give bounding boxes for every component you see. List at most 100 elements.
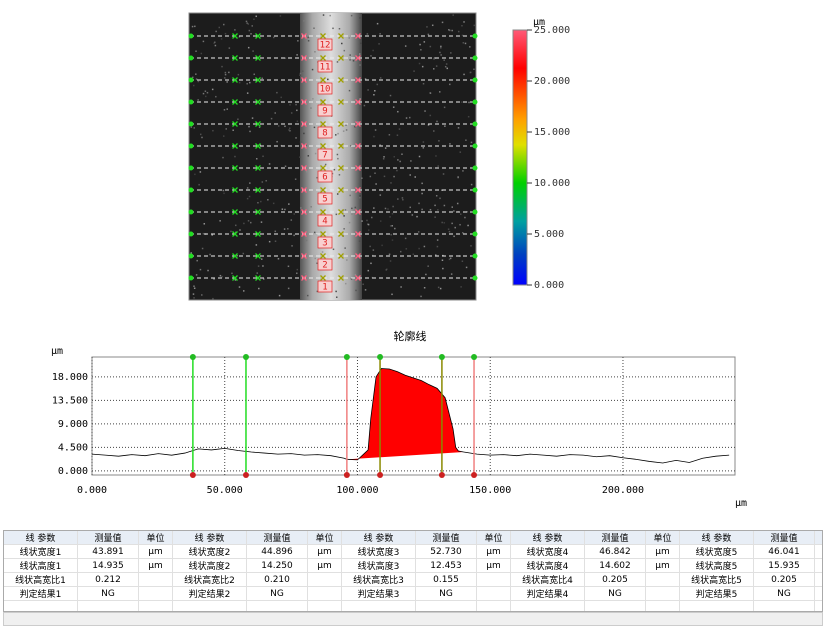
table-row: 判定结果1 NG 判定结果2 NG 判定结果3 NG 判定结果4 NG 判定结果5 NG [4, 586, 822, 601]
speck [199, 133, 202, 136]
table-cell: NG [753, 586, 815, 601]
speck [393, 175, 395, 178]
speck [239, 229, 241, 231]
speck [454, 226, 456, 229]
speck [213, 278, 215, 280]
speck [363, 104, 366, 107]
speck [257, 201, 259, 204]
speck [287, 265, 290, 268]
x-marker [320, 121, 326, 127]
speck [336, 153, 339, 156]
speck [247, 220, 250, 222]
end-dot [188, 165, 194, 171]
speck [451, 206, 454, 208]
speck [420, 49, 422, 51]
speck [243, 222, 245, 225]
chart-title: 轮廓线 [394, 329, 427, 343]
table-cell: 线状宽度5 [679, 544, 754, 559]
speck [272, 202, 275, 205]
table-cell: 14.935 [77, 558, 139, 573]
speck [192, 293, 195, 295]
table-cell: NG [584, 586, 646, 601]
speck [201, 294, 203, 296]
speck [311, 68, 314, 71]
table-cell: NG [77, 586, 139, 601]
x-marker [232, 209, 238, 215]
speck [444, 65, 447, 68]
end-dot [188, 209, 194, 215]
table-cell: 线 参数 [510, 531, 585, 545]
table-cell [307, 600, 342, 611]
line-label-box [317, 38, 333, 51]
colorbar-tick-label: 25.000 [534, 25, 570, 36]
table-cell: 单位 [307, 531, 342, 545]
x-marker [232, 253, 238, 259]
speck [234, 279, 237, 281]
x-marker [355, 209, 361, 215]
speck [457, 175, 459, 178]
table-cell: 43.891 [77, 544, 139, 559]
speck [461, 101, 463, 103]
speck [449, 257, 452, 260]
speck [198, 183, 200, 186]
speck [408, 116, 411, 119]
speck [262, 265, 264, 267]
speck [431, 24, 434, 27]
speck [200, 52, 203, 55]
x-marker [355, 99, 361, 105]
speck [332, 248, 335, 251]
speck [324, 163, 327, 166]
table-cell: 判定结果4 [510, 586, 585, 601]
speck [362, 283, 364, 286]
colorbar [512, 29, 528, 286]
end-dot [188, 187, 194, 193]
speck [442, 267, 444, 270]
speck [253, 73, 255, 76]
speck [442, 173, 445, 175]
x-tick-label: 200.000 [602, 485, 644, 496]
line-label: 2 [322, 261, 327, 271]
speck [332, 27, 334, 30]
speck [248, 195, 251, 198]
speck [461, 34, 464, 37]
speck [345, 124, 347, 126]
speck [389, 225, 392, 227]
speck [391, 293, 393, 296]
speck [284, 125, 286, 128]
speck [470, 183, 473, 186]
scrollbar[interactable] [3, 612, 823, 626]
table-cell: 单位 [138, 531, 173, 545]
speck [405, 248, 408, 250]
speck [464, 42, 467, 45]
x-marker [355, 143, 361, 149]
speck [300, 207, 302, 209]
end-dot [188, 253, 194, 259]
speck [422, 82, 425, 85]
line-label-box [317, 192, 333, 205]
speck [284, 208, 286, 211]
speck [412, 253, 415, 256]
speck [220, 38, 223, 40]
speck [350, 278, 353, 280]
line-label: 3 [322, 239, 327, 249]
speck [256, 272, 258, 274]
speck [421, 208, 423, 211]
speck [445, 63, 448, 65]
speck [293, 213, 296, 215]
table-cell: 线状宽度2 [172, 544, 247, 559]
speck [246, 197, 249, 200]
table-cell: μm [645, 544, 680, 559]
table-cell: 12.453 [415, 558, 477, 573]
table-row: 线状高宽比1 0.212 线状高宽比2 0.210 线状高宽比3 0.155 线状高宽比4 0… [4, 572, 822, 587]
table-cell: 线 参数 [679, 531, 754, 545]
speck [299, 156, 301, 158]
speck [448, 230, 451, 233]
speck [199, 171, 202, 173]
speck [370, 55, 372, 57]
speck [251, 25, 253, 27]
speck [433, 68, 435, 70]
speck [441, 189, 443, 191]
speck [354, 206, 357, 209]
speck [338, 27, 341, 30]
